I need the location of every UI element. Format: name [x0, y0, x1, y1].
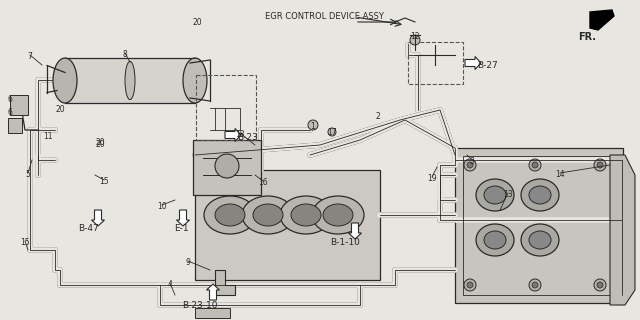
- Ellipse shape: [215, 204, 245, 226]
- Ellipse shape: [323, 204, 353, 226]
- Polygon shape: [92, 210, 104, 226]
- Ellipse shape: [312, 196, 364, 234]
- Bar: [196, 75, 256, 140]
- Circle shape: [529, 159, 541, 171]
- Text: 9: 9: [186, 258, 191, 267]
- Text: 1: 1: [310, 122, 316, 131]
- Circle shape: [597, 162, 603, 168]
- Text: 17: 17: [327, 128, 337, 137]
- Text: B-23: B-23: [237, 132, 258, 141]
- Bar: [455, 148, 623, 303]
- Polygon shape: [349, 223, 362, 239]
- Ellipse shape: [53, 58, 77, 103]
- Circle shape: [532, 162, 538, 168]
- Text: B-27: B-27: [477, 60, 498, 69]
- Text: 12: 12: [410, 32, 420, 41]
- Text: 3: 3: [470, 157, 474, 166]
- Polygon shape: [207, 284, 220, 300]
- Text: 20: 20: [55, 105, 65, 114]
- Text: B-47: B-47: [78, 223, 99, 233]
- Text: 20: 20: [95, 138, 105, 147]
- Text: 2: 2: [376, 112, 380, 121]
- Bar: [193, 140, 261, 195]
- Text: B-23-10: B-23-10: [182, 300, 218, 309]
- Circle shape: [594, 159, 606, 171]
- Polygon shape: [177, 210, 189, 226]
- Bar: [463, 156, 615, 295]
- Bar: [10, 95, 28, 115]
- Circle shape: [594, 279, 606, 291]
- Ellipse shape: [529, 186, 551, 204]
- Bar: [8, 118, 22, 133]
- Polygon shape: [590, 10, 614, 30]
- Circle shape: [410, 35, 420, 45]
- Circle shape: [532, 282, 538, 288]
- Ellipse shape: [529, 231, 551, 249]
- Polygon shape: [465, 57, 481, 69]
- Ellipse shape: [476, 224, 514, 256]
- Ellipse shape: [484, 231, 506, 249]
- Text: 20: 20: [95, 140, 105, 149]
- Text: FR.: FR.: [578, 32, 596, 42]
- Text: 18: 18: [236, 130, 244, 139]
- Circle shape: [529, 279, 541, 291]
- Circle shape: [467, 282, 473, 288]
- Ellipse shape: [242, 196, 294, 234]
- Circle shape: [464, 279, 476, 291]
- Ellipse shape: [521, 179, 559, 211]
- Circle shape: [597, 282, 603, 288]
- Circle shape: [308, 120, 318, 130]
- Circle shape: [215, 154, 239, 178]
- Text: 7: 7: [28, 52, 33, 61]
- Ellipse shape: [183, 58, 207, 103]
- Text: 6: 6: [8, 95, 12, 104]
- Text: E-1: E-1: [174, 223, 189, 233]
- Ellipse shape: [280, 196, 332, 234]
- Text: 13: 13: [503, 190, 513, 199]
- Text: 20: 20: [192, 18, 202, 27]
- Ellipse shape: [476, 179, 514, 211]
- Ellipse shape: [125, 61, 135, 100]
- Text: 15: 15: [20, 238, 30, 247]
- Text: 15: 15: [99, 177, 109, 186]
- Circle shape: [467, 162, 473, 168]
- Text: 19: 19: [427, 174, 437, 183]
- Circle shape: [464, 159, 476, 171]
- Text: 6: 6: [8, 108, 12, 117]
- Bar: [195, 308, 230, 318]
- Text: 5: 5: [26, 170, 31, 179]
- Text: 11: 11: [44, 132, 52, 141]
- Text: 10: 10: [157, 202, 167, 211]
- Ellipse shape: [253, 204, 283, 226]
- Text: EGR CONTROL DEVICE ASSY: EGR CONTROL DEVICE ASSY: [265, 12, 384, 21]
- Polygon shape: [215, 270, 235, 295]
- Text: 16: 16: [258, 178, 268, 187]
- Polygon shape: [225, 129, 241, 141]
- Text: B-1-10: B-1-10: [330, 237, 360, 246]
- Bar: [195, 170, 380, 280]
- Text: 8: 8: [123, 50, 127, 59]
- Bar: [408, 42, 463, 84]
- Polygon shape: [610, 155, 635, 305]
- Text: 4: 4: [168, 280, 172, 289]
- Bar: [65, 58, 195, 103]
- Ellipse shape: [204, 196, 256, 234]
- Circle shape: [328, 128, 336, 136]
- Ellipse shape: [291, 204, 321, 226]
- Ellipse shape: [484, 186, 506, 204]
- Text: 14: 14: [555, 170, 565, 179]
- Ellipse shape: [521, 224, 559, 256]
